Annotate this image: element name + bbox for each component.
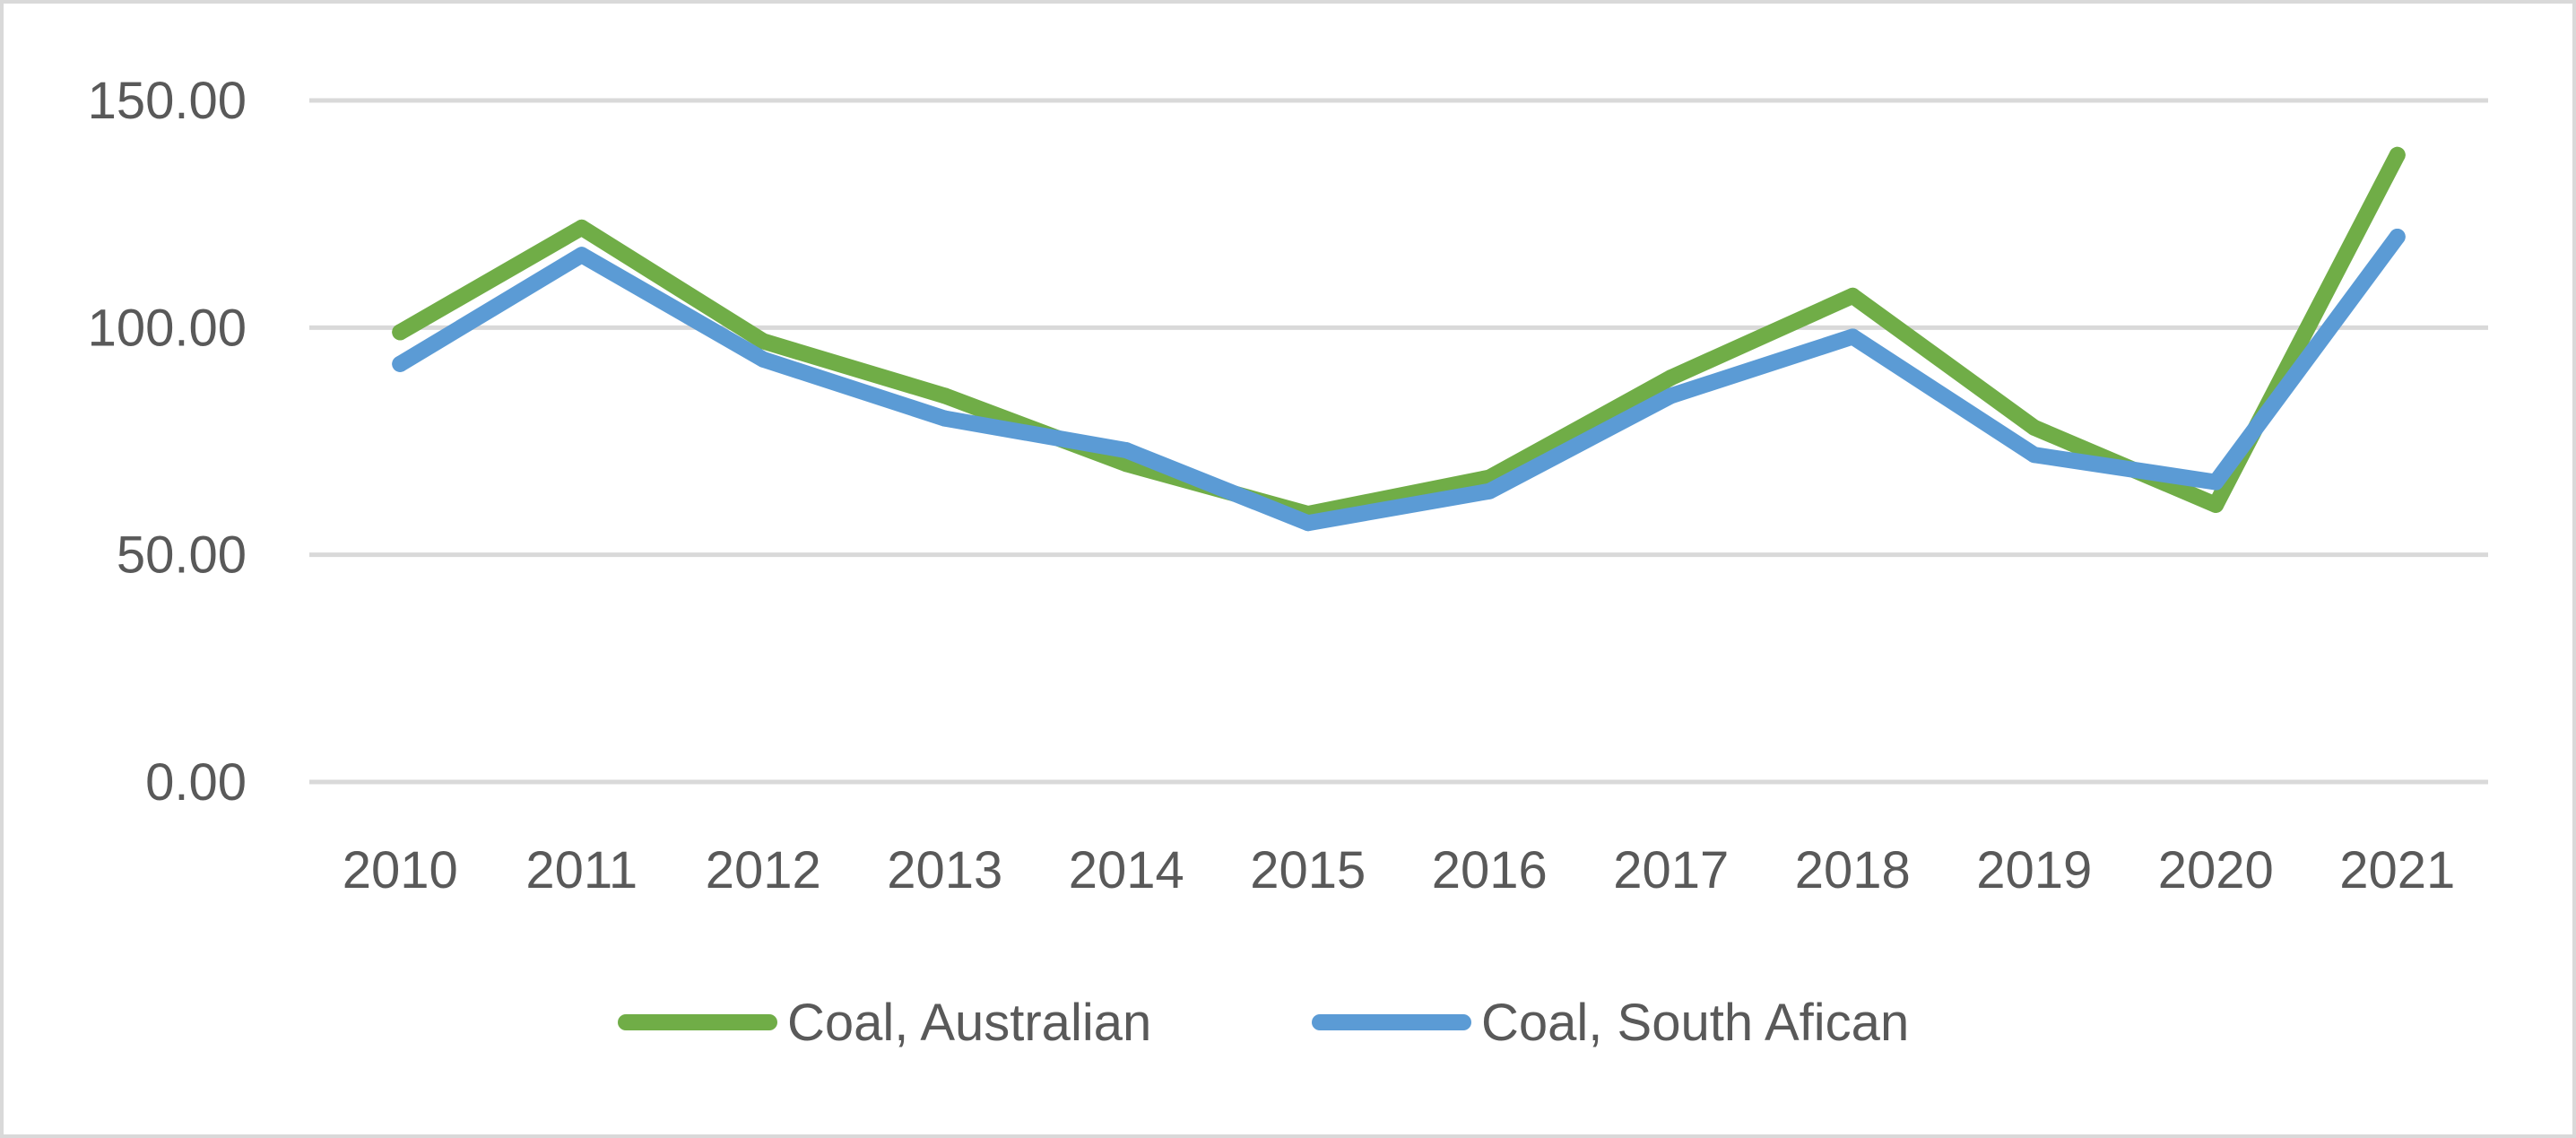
data-point-coal-australian-2021 [2389,146,2406,163]
x-axis-ticks: 2010 2011 2012 2013 2014 2015 2016 2017 2018 2019… [343,841,2456,899]
x-tick-label: 2011 [525,841,637,899]
data-point-coal-south-afican-2019 [2025,447,2043,464]
y-tick-label: 100.00 [88,299,247,357]
x-tick-label: 2014 [1069,841,1184,899]
data-point-coal-south-afican-2020 [2207,473,2225,491]
x-tick-label: 2018 [1795,841,1911,899]
data-point-coal-australian-2011 [573,219,590,236]
x-tick-label: 2021 [2339,841,2455,899]
data-point-coal-south-afican-2018 [1844,328,1861,345]
data-point-coal-south-afican-2013 [936,410,953,427]
x-tick-label: 2012 [706,841,821,899]
x-tick-label: 2017 [1613,841,1729,899]
data-point-coal-south-afican-2017 [1662,387,1679,404]
data-point-coal-australian-2013 [936,387,953,404]
data-point-coal-australian-2012 [755,333,772,350]
x-tick-label: 2013 [887,841,1002,899]
data-point-coal-south-afican-2021 [2389,229,2406,245]
y-tick-label: 150.00 [88,72,247,130]
series-line-coal-south-afican [392,229,2406,532]
data-point-coal-south-afican-2015 [1299,515,1316,532]
data-point-coal-south-afican-2010 [392,355,409,372]
legend-label-coal-south-afican: Coal, South Afican [1481,994,1909,1052]
data-point-coal-australian-2020 [2207,496,2225,513]
data-point-coal-australian-2010 [392,324,409,341]
x-tick-label: 2010 [343,841,458,899]
x-tick-label: 2015 [1250,841,1366,899]
y-tick-label: 0.00 [145,753,247,812]
data-point-coal-south-afican-2014 [1118,442,1135,459]
data-point-coal-south-afican-2012 [755,351,772,368]
data-point-coal-australian-2019 [2025,419,2043,436]
y-axis-ticks: 0.00 50.00 100.00 150.00 [88,72,247,812]
x-tick-label: 2020 [2158,841,2274,899]
data-point-coal-australian-2018 [1844,287,1861,304]
legend-label-coal-australian: Coal, Australian [787,994,1151,1052]
x-tick-label: 2019 [1976,841,2092,899]
data-point-coal-australian-2017 [1662,369,1679,387]
data-point-coal-south-afican-2016 [1481,482,1498,500]
series-lines [392,146,2406,532]
y-tick-label: 50.00 [117,526,247,585]
data-point-coal-south-afican-2011 [573,247,590,264]
series-line-coal-australian [392,146,2406,523]
legend: Coal, Australian Coal, South Afican [618,994,1909,1052]
x-tick-label: 2016 [1432,841,1548,899]
gridlines [309,98,2488,785]
